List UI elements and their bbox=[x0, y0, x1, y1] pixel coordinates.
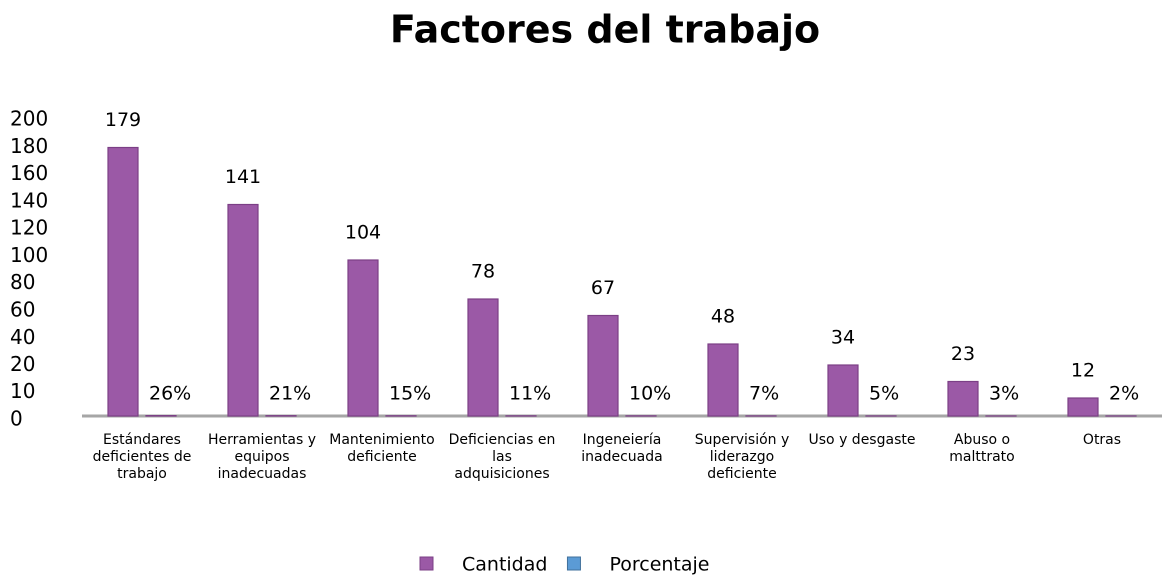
data-label: 11% bbox=[509, 383, 551, 405]
legend-swatch bbox=[566, 556, 581, 571]
data-label: 78 bbox=[471, 261, 495, 283]
x-tick-label: Supervisión y liderazgo deficiente bbox=[694, 432, 790, 482]
data-label: 12 bbox=[1071, 360, 1095, 382]
x-tick-label: Uso y desgaste bbox=[808, 432, 916, 448]
data-label: 34 bbox=[831, 327, 855, 349]
bar bbox=[947, 380, 979, 417]
y-tick-label: 100 bbox=[10, 243, 48, 267]
x-tick-label: Herramientas y equipos inadecuadas bbox=[207, 432, 317, 482]
data-label: 15% bbox=[389, 383, 431, 405]
data-label: 2% bbox=[1109, 383, 1139, 405]
legend-label: Porcentaje bbox=[609, 554, 709, 576]
chart-title: Factores del trabajo bbox=[390, 8, 820, 52]
bar bbox=[827, 364, 859, 417]
y-tick-label: 80 bbox=[10, 270, 35, 294]
x-tick-label: Estándares deficientes de trabajo bbox=[92, 432, 192, 482]
data-label: 3% bbox=[989, 383, 1019, 405]
y-tick-label: 60 bbox=[10, 297, 35, 321]
data-label: 104 bbox=[345, 222, 381, 244]
x-tick-label: Abuso o malttrato bbox=[949, 432, 1015, 465]
data-label: 7% bbox=[749, 383, 779, 405]
data-label: 48 bbox=[711, 306, 735, 328]
y-tick-label: 10 bbox=[10, 379, 35, 403]
legend-swatch bbox=[419, 556, 434, 571]
x-tick-label: Deficiencias en las adquisiciones bbox=[448, 432, 556, 482]
data-label: 141 bbox=[225, 166, 261, 188]
x-tick-label: Ingeneiería inadecuada bbox=[581, 432, 663, 465]
y-tick-label: 200 bbox=[10, 107, 48, 131]
data-label: 23 bbox=[951, 343, 975, 365]
bar bbox=[707, 343, 739, 417]
y-tick-label: 140 bbox=[10, 188, 48, 212]
data-label: 10% bbox=[629, 383, 671, 405]
y-tick-label: 120 bbox=[10, 216, 48, 240]
x-tick-label: Mantenimiento deficiente bbox=[329, 432, 435, 465]
bar bbox=[1067, 397, 1099, 417]
data-label: 21% bbox=[269, 383, 311, 405]
y-tick-label: 20 bbox=[10, 352, 35, 376]
bar bbox=[107, 146, 139, 417]
data-label: 5% bbox=[869, 383, 899, 405]
bar bbox=[347, 259, 379, 417]
data-label: 67 bbox=[591, 277, 615, 299]
data-label: 26% bbox=[149, 383, 191, 405]
y-tick-label: 180 bbox=[10, 134, 48, 158]
y-tick-label: 0 bbox=[10, 407, 23, 431]
bar bbox=[227, 203, 259, 417]
bar bbox=[467, 298, 499, 417]
data-label: 179 bbox=[105, 109, 141, 131]
bar bbox=[587, 314, 619, 417]
legend-label: Cantidad bbox=[462, 554, 547, 576]
x-tick-label: Otras bbox=[1082, 432, 1122, 448]
y-tick-label: 40 bbox=[10, 325, 35, 349]
y-tick-label: 160 bbox=[10, 161, 48, 185]
